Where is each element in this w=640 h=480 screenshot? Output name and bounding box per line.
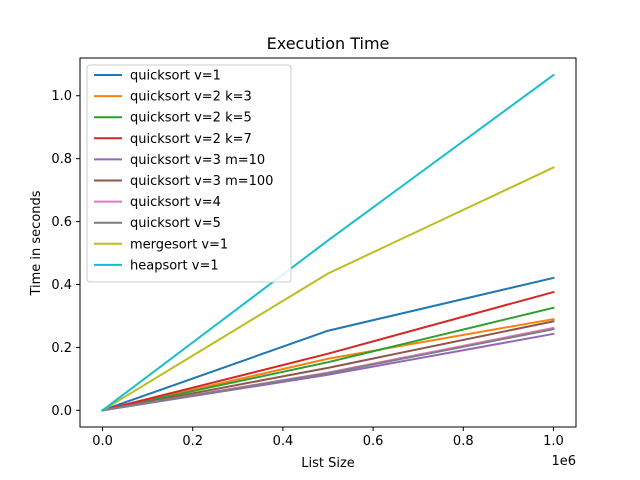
- y-tick-label: 0.8: [51, 152, 72, 167]
- y-tick-label: 0.2: [51, 341, 72, 356]
- legend-label-5: quicksort v=3 m=10: [130, 153, 265, 168]
- x-axis-offset-label: 1e6: [551, 454, 576, 469]
- y-axis-label: Time in seconds: [29, 190, 44, 296]
- series-line-10: [101, 73, 555, 412]
- series-line-4: [101, 290, 555, 412]
- legend-label-9: mergesort v=1: [130, 237, 228, 252]
- y-tick-label: 1.0: [51, 89, 72, 104]
- plot-lines: [101, 73, 555, 412]
- series-line-8: [101, 327, 555, 412]
- legend-label-10: heapsort v=1: [130, 258, 219, 273]
- x-tick-label: 0.2: [182, 434, 203, 449]
- chart-title: Execution Time: [267, 34, 390, 53]
- y-tick-label: 0.4: [51, 278, 72, 293]
- axes: [79, 57, 577, 428]
- legend-label-4: quicksort v=2 k=7: [130, 132, 252, 147]
- x-tick-label: 0.6: [363, 434, 384, 449]
- x-tick-label: 0.0: [92, 434, 113, 449]
- plot-frame: [79, 57, 577, 428]
- series-line-2: [101, 317, 555, 412]
- legend-label-1: quicksort v=1: [130, 69, 221, 84]
- series-line-3: [101, 306, 555, 412]
- y-tick-label: 0.0: [51, 404, 72, 419]
- series-line-1: [101, 276, 555, 412]
- ticks: 0.0 0.2 0.4 0.6 0.8 1.0 0.0 0.2 0.4 0.6 0.8 1.0: [51, 89, 563, 449]
- legend: quicksort v=1 quicksort v=2 k=3 quicksort …: [86, 64, 292, 283]
- legend-label-3: quicksort v=2 k=5: [130, 111, 252, 126]
- x-tick-label: 1.0: [543, 434, 564, 449]
- x-tick-label: 0.8: [453, 434, 474, 449]
- y-tick-label: 0.6: [51, 215, 72, 230]
- series-line-9: [101, 166, 555, 412]
- legend-label-7: quicksort v=4: [130, 195, 221, 210]
- x-tick-label: 0.4: [273, 434, 294, 449]
- legend-label-8: quicksort v=5: [130, 216, 221, 231]
- legend-box: [86, 64, 292, 283]
- legend-label-6: quicksort v=3 m=100: [130, 174, 273, 189]
- legend-label-2: quicksort v=2 k=3: [130, 90, 252, 105]
- series-line-6: [101, 320, 555, 412]
- x-axis-label: List Size: [301, 456, 355, 471]
